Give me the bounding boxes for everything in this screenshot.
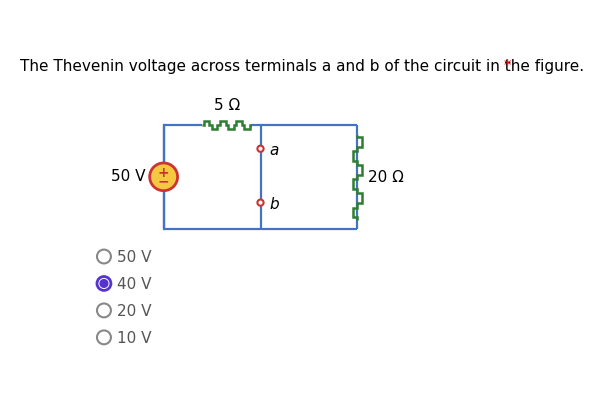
- Text: 5 Ω: 5 Ω: [213, 98, 240, 113]
- Text: 20 V: 20 V: [117, 304, 151, 319]
- Circle shape: [150, 163, 178, 191]
- Circle shape: [100, 280, 108, 287]
- Text: a: a: [269, 143, 278, 158]
- Circle shape: [97, 303, 111, 317]
- Text: 50 V: 50 V: [110, 169, 145, 184]
- Text: 20 Ω: 20 Ω: [368, 170, 404, 185]
- Text: 10 V: 10 V: [117, 331, 151, 346]
- Text: The Thevenin voltage across terminals a and b of the circuit in the figure.: The Thevenin voltage across terminals a …: [20, 59, 583, 74]
- Text: +: +: [158, 166, 169, 180]
- Circle shape: [97, 250, 111, 263]
- Text: b: b: [269, 196, 279, 212]
- Text: 40 V: 40 V: [117, 277, 151, 292]
- Circle shape: [257, 199, 263, 206]
- Text: −: −: [158, 174, 169, 189]
- Text: 50 V: 50 V: [117, 250, 151, 265]
- Circle shape: [97, 277, 111, 291]
- Circle shape: [257, 145, 263, 152]
- Circle shape: [97, 331, 111, 344]
- Text: *: *: [499, 59, 511, 74]
